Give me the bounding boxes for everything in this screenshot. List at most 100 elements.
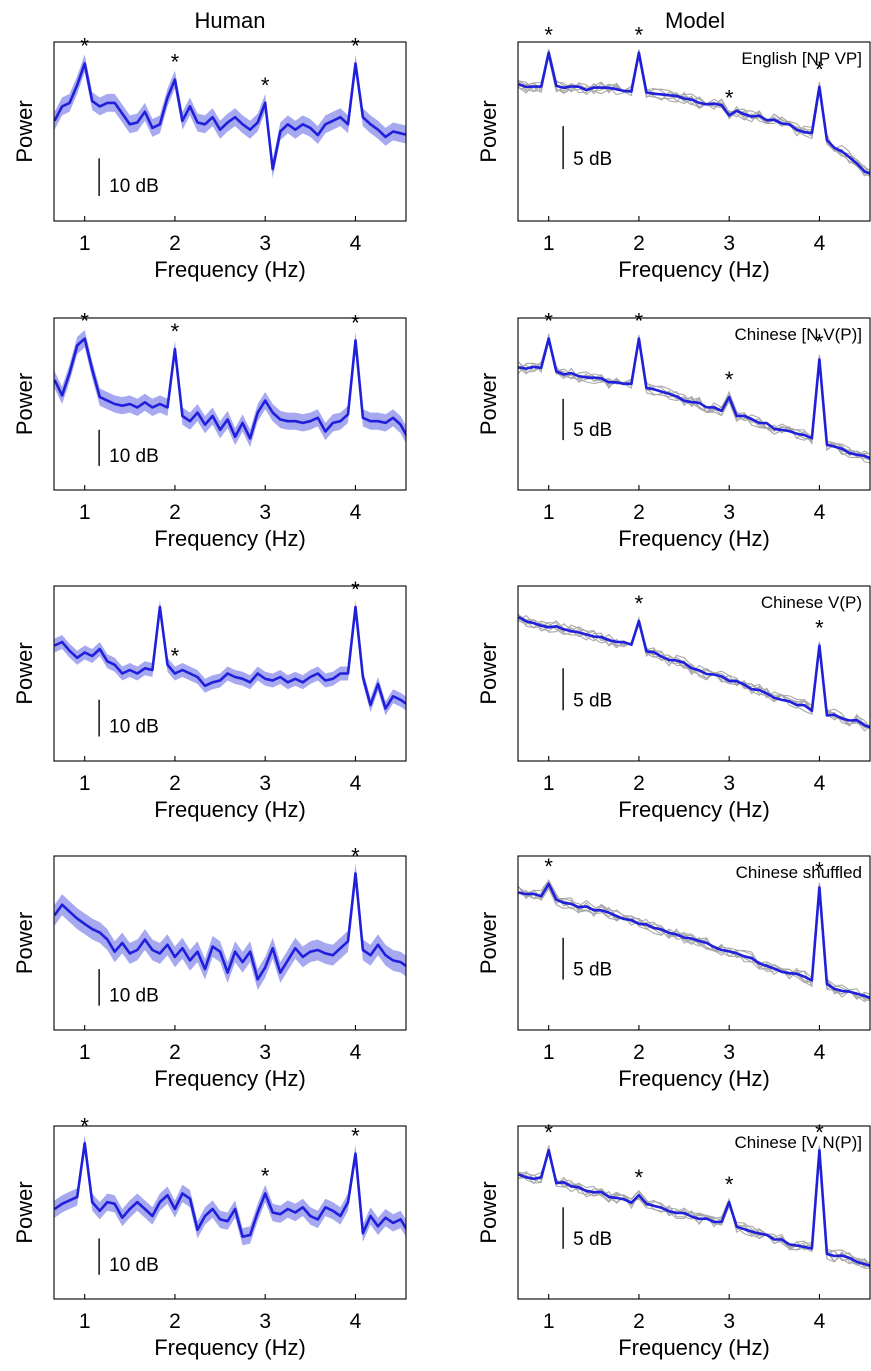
panel-model-3: 1 2 3 4 Frequency (Hz) Power Chinese V(P) 5 dB *… xyxy=(476,585,871,822)
significance-star: * xyxy=(80,1113,89,1138)
plot-area xyxy=(54,54,406,178)
significance-star: * xyxy=(171,644,180,669)
scale-bar-label: 10 dB xyxy=(109,1255,159,1276)
scale-bar-label: 10 dB xyxy=(109,986,159,1007)
axis-box xyxy=(517,855,871,1031)
panel-title: Chinese [N V(P)] xyxy=(734,325,862,344)
error-band xyxy=(54,863,406,990)
x-tick-label: 1 xyxy=(543,772,555,795)
series-line xyxy=(518,51,870,175)
significance-star: * xyxy=(351,577,360,602)
panel-human-1: 1 2 3 4 Frequency (Hz) Power 10 dB * * * * xyxy=(12,33,407,282)
y-axis-label: Power xyxy=(476,100,501,162)
series-line xyxy=(54,605,406,710)
panel-human-5: 1 2 3 4 Frequency (Hz) Power 10 dB * * * xyxy=(12,1113,407,1360)
scale-bar-label: 5 dB xyxy=(573,149,612,170)
plot-area xyxy=(518,613,870,732)
significance-star: * xyxy=(261,73,270,98)
y-axis-label: Power xyxy=(12,642,37,704)
x-tick-label: 2 xyxy=(169,1041,181,1064)
x-tick-label: 1 xyxy=(79,772,91,795)
scale-bar-label: 5 dB xyxy=(573,960,612,981)
series-line xyxy=(54,62,406,171)
x-axis-label: Frequency (Hz) xyxy=(154,1335,306,1360)
x-tick-label: 4 xyxy=(814,232,826,255)
axis-box xyxy=(53,585,407,762)
significance-star: * xyxy=(635,1165,644,1190)
model-run-line xyxy=(518,334,870,458)
x-tick-label: 4 xyxy=(350,1310,362,1333)
significance-star: * xyxy=(815,57,824,82)
significance-star: * xyxy=(815,857,824,882)
x-tick-label: 2 xyxy=(169,772,181,795)
x-axis-label: Frequency (Hz) xyxy=(154,1066,306,1091)
significance-star: * xyxy=(815,329,824,354)
scale-bar-label: 10 dB xyxy=(109,446,159,467)
significance-star: * xyxy=(635,23,644,48)
x-tick-label: 4 xyxy=(814,772,826,795)
series-line xyxy=(518,1148,870,1267)
x-tick-label: 2 xyxy=(169,232,181,255)
y-axis-label: Power xyxy=(12,1181,37,1243)
y-axis-label: Power xyxy=(12,373,37,435)
x-tick-label: 3 xyxy=(259,232,271,255)
x-tick-label: 4 xyxy=(350,1041,362,1064)
series-line xyxy=(54,1142,406,1238)
plot-area xyxy=(518,333,870,464)
x-tick-label: 1 xyxy=(543,501,555,524)
x-tick-label: 4 xyxy=(350,501,362,524)
x-tick-label: 3 xyxy=(723,772,735,795)
significance-star: * xyxy=(171,50,180,75)
significance-star: * xyxy=(351,1124,360,1149)
plot-area xyxy=(54,330,406,447)
axis-box xyxy=(53,1125,407,1300)
x-tick-label: 1 xyxy=(543,1310,555,1333)
error-band xyxy=(54,1134,406,1246)
x-axis-label: Frequency (Hz) xyxy=(618,526,770,551)
scale-bar-label: 10 dB xyxy=(109,176,159,197)
x-axis-label: Frequency (Hz) xyxy=(154,257,306,282)
series-line xyxy=(54,872,406,981)
x-axis-label: Frequency (Hz) xyxy=(154,526,306,551)
significance-star: * xyxy=(544,1120,553,1145)
x-tick-label: 3 xyxy=(259,501,271,524)
significance-star: * xyxy=(544,23,553,48)
y-axis-label: Power xyxy=(476,373,501,435)
panel-model-1: 1 2 3 4 Frequency (Hz) Power English [NP VP] 5 … xyxy=(476,23,871,282)
significance-star: * xyxy=(80,309,89,334)
axis-box xyxy=(517,317,871,491)
panel-title: Chinese V(P) xyxy=(761,593,862,612)
x-tick-label: 2 xyxy=(633,772,645,795)
x-tick-label: 3 xyxy=(259,1041,271,1064)
significance-star: * xyxy=(171,319,180,344)
axis-box xyxy=(53,855,407,1031)
y-axis-label: Power xyxy=(12,912,37,974)
plot-area xyxy=(54,600,406,716)
plot-area xyxy=(518,1145,870,1270)
panel-human-3: 1 2 3 4 Frequency (Hz) Power 10 dB * * xyxy=(12,577,407,822)
x-tick-label: 1 xyxy=(79,1310,91,1333)
series-line xyxy=(518,882,870,1000)
significance-star: * xyxy=(815,616,824,641)
y-axis-label: Power xyxy=(12,100,37,162)
x-tick-label: 2 xyxy=(633,1041,645,1064)
y-axis-label: Power xyxy=(476,1181,501,1243)
x-tick-label: 1 xyxy=(79,232,91,255)
x-axis-label: Frequency (Hz) xyxy=(618,257,770,282)
plot-area xyxy=(54,863,406,990)
axis-box xyxy=(53,41,407,222)
panel-human-4: 1 2 3 4 Frequency (Hz) Power 10 dB * xyxy=(12,843,407,1091)
x-tick-label: 4 xyxy=(814,1041,826,1064)
x-tick-label: 3 xyxy=(723,232,735,255)
x-tick-label: 2 xyxy=(633,501,645,524)
x-tick-label: 3 xyxy=(723,1041,735,1064)
x-tick-label: 4 xyxy=(814,501,826,524)
scale-bar-label: 10 dB xyxy=(109,717,159,738)
y-axis-label: Power xyxy=(476,912,501,974)
column-title-human: Human xyxy=(195,8,266,33)
x-tick-label: 1 xyxy=(543,232,555,255)
panel-model-4: 1 2 3 4 Frequency (Hz) Power Chinese shuffled 5… xyxy=(476,854,871,1091)
significance-star: * xyxy=(725,85,734,110)
error-band xyxy=(54,54,406,178)
x-tick-label: 1 xyxy=(543,1041,555,1064)
